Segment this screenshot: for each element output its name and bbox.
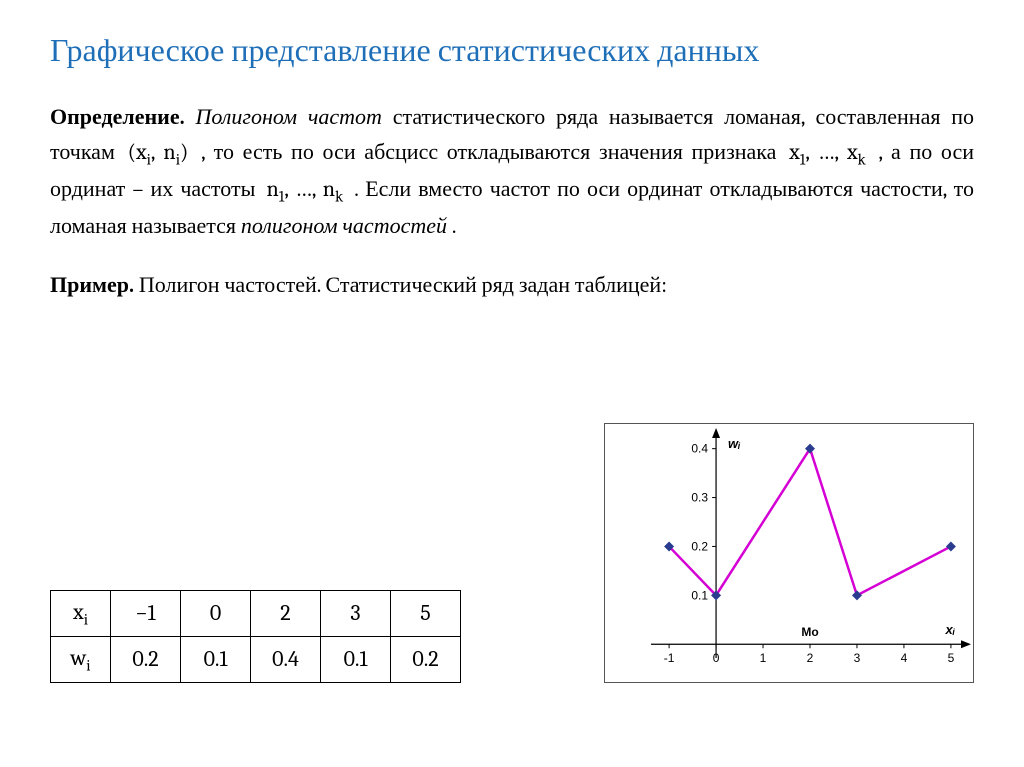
example-label: Пример. (50, 272, 134, 298)
definition-text2: , то есть по оси абсцисс откладываются з… (201, 139, 785, 165)
formula-points: (xi, ni) (124, 139, 193, 165)
table-cell: 0.4 (251, 637, 321, 683)
table-row: xi −1 0 2 3 5 (51, 591, 461, 637)
svg-text:xᵢ: xᵢ (945, 622, 956, 637)
definition-term2: полигоном частостей (241, 213, 447, 239)
example-text: Полигон частостей. Статистический ряд за… (139, 272, 667, 298)
data-table: xi −1 0 2 3 5 wi 0.2 0.1 0.4 0.1 0.2 (50, 590, 461, 683)
svg-text:Mo: Mo (801, 625, 818, 639)
svg-text:0: 0 (713, 651, 720, 665)
definition-paragraph: Определение. Полигоном частот статистиче… (50, 100, 974, 244)
table-header-x: xi (51, 591, 111, 637)
table-cell: −1 (111, 591, 181, 637)
lower-content: xi −1 0 2 3 5 wi 0.2 0.1 0.4 0.1 0.2 0.1… (50, 423, 974, 683)
table-cell: 0.1 (181, 637, 251, 683)
svg-text:3: 3 (854, 651, 861, 665)
svg-text:2: 2 (807, 651, 814, 665)
svg-text:wᵢ: wᵢ (728, 436, 741, 451)
table-cell: 0.2 (391, 637, 461, 683)
table-cell: 0.1 (321, 637, 391, 683)
frequency-polygon-chart: 0.1 0.2 0.3 0.4 -1 0 1 2 3 4 5 wᵢ xᵢ Mo (604, 423, 974, 683)
table-row: wi 0.2 0.1 0.4 0.1 0.2 (51, 637, 461, 683)
svg-text:4: 4 (901, 651, 908, 665)
formula-x-range: x1, …, xk (785, 139, 870, 165)
table-cell: 5 (391, 591, 461, 637)
table-cell: 2 (251, 591, 321, 637)
formula-n-range: n1, …, nk (262, 176, 347, 202)
svg-text:0.3: 0.3 (691, 491, 708, 505)
table-cell: 0 (181, 591, 251, 637)
svg-text:5: 5 (948, 651, 955, 665)
example-paragraph: Пример. Полигон частостей. Статистически… (50, 268, 974, 303)
table-header-w: wi (51, 637, 111, 683)
definition-label: Определение. (50, 104, 185, 130)
table-cell: 0.2 (111, 637, 181, 683)
svg-text:-1: -1 (664, 651, 675, 665)
table-cell: 3 (321, 591, 391, 637)
definition-term: Полигоном частот (195, 104, 381, 130)
chart-svg: 0.1 0.2 0.3 0.4 -1 0 1 2 3 4 5 wᵢ xᵢ Mo (605, 424, 975, 684)
svg-text:0.1: 0.1 (691, 589, 708, 603)
svg-text:1: 1 (760, 651, 767, 665)
svg-text:0.4: 0.4 (691, 442, 708, 456)
page-title: Графическое представление статистических… (50, 30, 974, 72)
svg-text:0.2: 0.2 (691, 540, 708, 554)
definition-period: . (452, 213, 457, 239)
